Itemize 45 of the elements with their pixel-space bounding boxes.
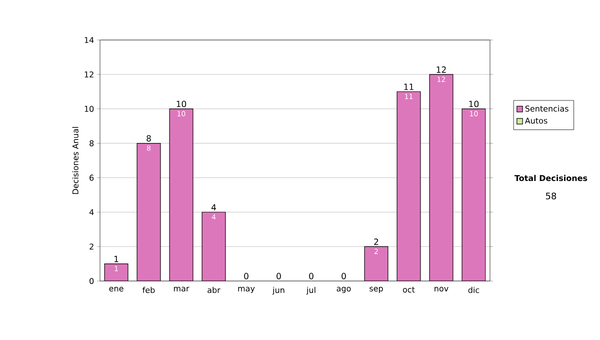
total-label: 10 xyxy=(176,100,186,108)
y-tick-label: 10 xyxy=(84,106,94,112)
bar xyxy=(136,142,161,281)
bar xyxy=(104,263,128,281)
total-label: 0 xyxy=(342,272,346,280)
y-tick-label: 0 xyxy=(90,278,94,284)
total-label: 0 xyxy=(309,272,314,280)
total-label: 0 xyxy=(276,272,281,280)
x-tick-label: feb xyxy=(142,286,155,294)
bar xyxy=(169,108,194,281)
bar xyxy=(396,91,421,281)
bar xyxy=(364,246,388,281)
y-tick-label: 6 xyxy=(90,174,94,181)
total-label: 12 xyxy=(436,66,446,73)
total-label: 0 xyxy=(244,272,248,280)
total-label: 2 xyxy=(374,238,378,245)
x-tick-label: oct xyxy=(402,286,415,293)
text: 58 xyxy=(546,192,556,200)
total-label: 10 xyxy=(469,100,479,108)
y-axis-title: Decisiones Anual xyxy=(72,127,78,194)
text: Total Decisiones xyxy=(514,174,588,182)
x-tick-label: nov xyxy=(434,286,448,292)
bar xyxy=(429,74,454,281)
x-tick-label: abr xyxy=(208,286,220,294)
legend-label: Sentencias xyxy=(525,105,568,112)
x-tick-label: ene xyxy=(109,286,124,292)
y-tick-label: 4 xyxy=(89,209,94,216)
y-tick-label: 12 xyxy=(84,71,94,78)
y-tick-label: 14 xyxy=(84,37,94,43)
y-tick-label: 8 xyxy=(90,140,94,146)
x-tick-label: dic xyxy=(468,286,480,294)
x-tick-label: jun xyxy=(272,286,284,295)
total-label: 4 xyxy=(211,204,216,210)
x-tick-label: may xyxy=(238,286,255,293)
x-tick-label: ago xyxy=(336,286,351,293)
total-label: 8 xyxy=(146,135,151,142)
bar xyxy=(462,108,486,281)
y-tick-label: 2 xyxy=(90,244,94,250)
x-tick-label: sep xyxy=(370,286,383,293)
total-label: 11 xyxy=(404,84,414,90)
bar xyxy=(202,212,226,281)
x-tick-label: mar xyxy=(174,286,190,292)
x-tick-label: jul xyxy=(306,286,316,295)
legend-label: Autos xyxy=(524,118,548,124)
total-label: 1 xyxy=(114,256,118,262)
